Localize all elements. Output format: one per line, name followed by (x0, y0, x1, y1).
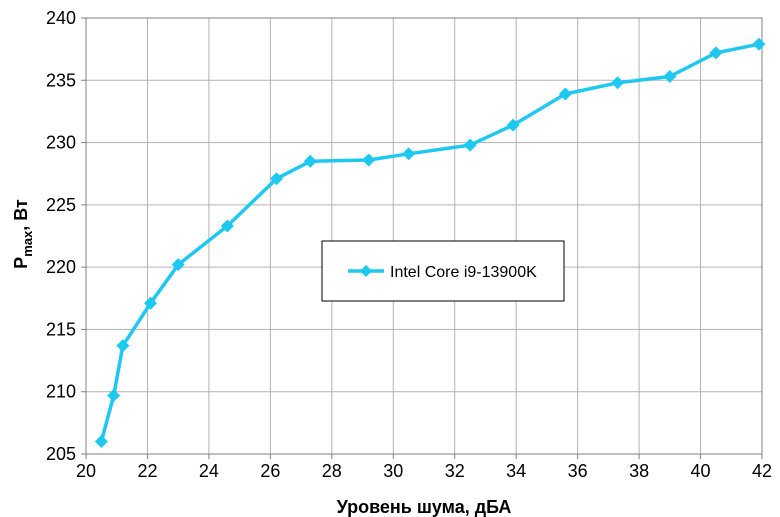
y-tick-label: 210 (46, 382, 76, 402)
series-layer (94, 37, 766, 449)
x-axis-ticks: 20 22 24 26 28 30 32 34 36 38 40 42 (76, 454, 772, 481)
data-point-marker (709, 46, 723, 60)
data-point-marker (144, 296, 158, 310)
x-tick-label: 42 (752, 461, 772, 481)
x-tick-label: 38 (629, 461, 649, 481)
data-point-marker (402, 147, 416, 161)
y-axis-title: Pmax, Вт (11, 199, 35, 269)
y-tick-label: 240 (46, 8, 76, 28)
y-axis-title-unit: , Вт (11, 199, 31, 231)
x-tick-label: 28 (322, 461, 342, 481)
x-tick-label: 20 (76, 461, 96, 481)
data-point-marker (362, 153, 376, 167)
x-tick-label: 22 (137, 461, 157, 481)
data-point-marker (663, 70, 677, 84)
y-axis-title-main: P (11, 257, 31, 269)
x-tick-label: 34 (506, 461, 526, 481)
data-point-marker (463, 138, 477, 152)
y-axis-title-subscript: max (20, 230, 35, 257)
y-tick-label: 225 (46, 195, 76, 215)
y-tick-label: 230 (46, 133, 76, 153)
data-point-marker (270, 172, 284, 186)
legend-marker-diamond (360, 265, 372, 277)
legend-label: Intel Core i9-13900K (390, 264, 537, 281)
y-tick-label: 215 (46, 319, 76, 339)
grid (85, 17, 763, 455)
y-tick-label: 220 (46, 257, 76, 277)
legend: Intel Core i9-13900K (321, 240, 565, 302)
x-tick-label: 26 (260, 461, 280, 481)
data-point-marker (752, 37, 766, 51)
data-point-marker (506, 118, 520, 132)
y-axis-ticks: 205 210 215 220 225 230 235 240 (46, 8, 86, 464)
data-point-marker (107, 388, 121, 402)
plot-frame (85, 17, 763, 455)
data-point-marker (94, 435, 108, 449)
y-tick-label: 235 (46, 70, 76, 90)
data-point-marker (171, 258, 185, 272)
data-point-marker (611, 76, 625, 90)
x-tick-label: 32 (445, 461, 465, 481)
data-point-marker (220, 219, 234, 233)
data-point-marker (558, 87, 572, 101)
x-tick-label: 24 (199, 461, 219, 481)
x-tick-label: 36 (568, 461, 588, 481)
x-axis-title: Уровень шума, дБА (337, 497, 512, 517)
data-point-marker (303, 154, 317, 168)
x-tick-label: 30 (383, 461, 403, 481)
y-tick-label: 205 (46, 444, 76, 464)
x-tick-label: 40 (691, 461, 711, 481)
data-point-marker (116, 339, 130, 353)
